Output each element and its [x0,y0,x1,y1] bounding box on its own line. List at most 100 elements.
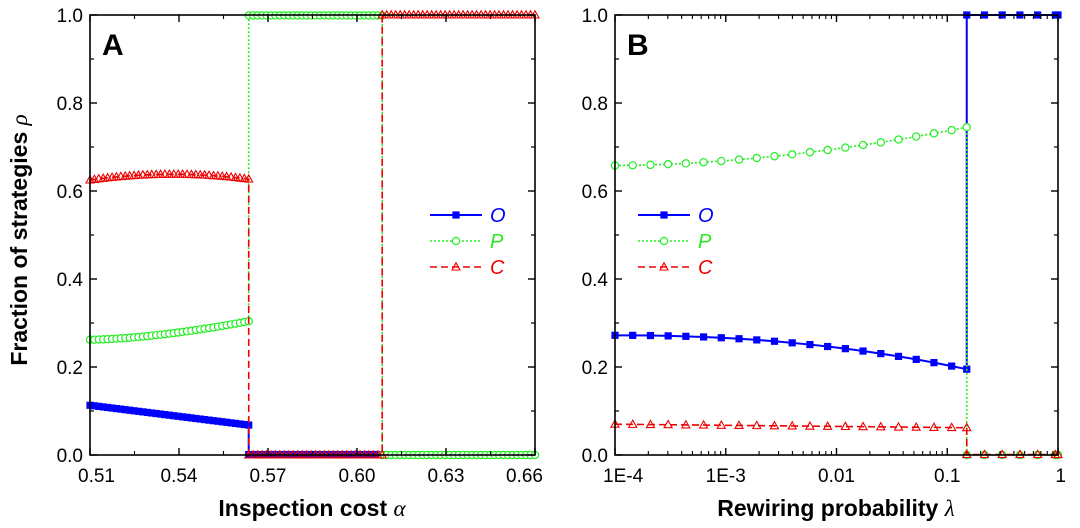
data-point-C [1014,449,1025,459]
data-point-C [1053,449,1063,459]
x-tick-label: 0.1 [934,466,960,487]
data-point-C [875,421,886,431]
data-point-P [962,122,971,132]
series-line-O [614,14,1058,371]
data-point-C [239,173,250,183]
panel-b-chart: 0.0 0.2 0.4 0.6 0.8 1.0 1E-4 1E-3 0.01 0.1 1 B Rew… [582,6,1066,521]
data-point-C [751,420,762,430]
data-point-C [698,419,709,429]
x-tick-label: 0.60 [339,466,376,487]
data-point-C [234,172,245,182]
y-tick-label: 0.4 [582,270,609,291]
data-point-C [893,421,904,431]
data-point-O [629,331,637,339]
legend-marker-O [660,211,668,219]
series-line-C [89,14,535,456]
y-tick-label: 0.8 [57,94,83,115]
legend-marker-P [451,236,461,246]
panel-b-marks [610,11,1063,460]
y-tick-label: 0.6 [582,182,608,203]
y-tick-label: 0.8 [582,94,608,115]
legend-label-P: P [490,231,504,253]
data-point-P [841,143,850,152]
series-P [85,11,540,460]
data-point-C [716,419,727,429]
data-point-P [947,125,956,135]
y-tick-label: 0.2 [582,358,608,379]
y-tick-label: 0.2 [57,358,83,379]
data-point-P [876,138,886,147]
data-point-O [646,331,655,340]
data-point-P [770,152,779,161]
y-tick-label: 0.0 [582,446,608,467]
data-point-C [734,420,744,429]
panel-a-ticks: 0.0 0.2 0.4 0.6 0.8 1.0 0.51 0.54 0.57 0.60 0.63 0.… [57,6,543,487]
data-point-C [822,420,833,430]
data-point-O [930,359,938,367]
data-point-O [735,335,743,343]
data-point-P [663,160,673,169]
x-tick-label: 0.01 [818,466,855,487]
series-O [611,11,1062,373]
data-point-C [929,422,939,431]
data-point-O [700,333,708,341]
panel-a-frame [89,14,536,456]
data-point-O [824,342,832,351]
data-point-P [929,129,939,138]
data-point-O [770,337,779,345]
legend-marker-C [659,261,669,271]
x-tick-label: 0.66 [506,466,543,487]
legend-marker-P [659,236,669,246]
legend-marker-O [452,211,460,219]
panel-b-frame [614,14,1059,456]
data-point-O [841,345,849,353]
panel-a-label: A [102,29,124,62]
legend-marker-C [451,261,461,271]
y-tick-label: 0.6 [57,182,83,203]
panel-b-legend: OPC [638,205,714,279]
data-point-P [734,155,744,164]
data-point-O [894,352,903,361]
x-tick-label: 1E-4 [603,466,644,487]
data-point-P [912,132,921,141]
data-point-C [840,421,851,431]
panel-b-label: B [627,29,649,62]
data-point-C [961,449,972,459]
series-P [610,122,1063,460]
data-point-C [979,449,990,459]
data-point-C [804,420,815,430]
data-point-C [230,172,241,182]
panel-b-ticks: 0.0 0.2 0.4 0.6 0.8 1.0 1E-4 1E-3 0.01 0.1 1 [582,6,1066,487]
data-point-C [787,420,798,430]
data-point-C [911,421,922,431]
legend-label-C: C [698,257,713,279]
data-point-O [859,347,867,355]
data-point-P [805,148,815,157]
data-point-C [645,419,656,429]
y-tick-label: 1.0 [57,6,83,27]
y-tick-label: 1.0 [582,6,608,27]
data-point-O [912,355,920,364]
data-point-C [663,419,674,429]
x-tick-label: 0.63 [428,466,465,487]
panel-b-x-axis-label: Rewiring probability λ [717,495,954,521]
data-point-O [806,340,814,349]
series-C [85,9,540,459]
panel-a-chart: 0.0 0.2 0.4 0.6 0.8 1.0 0.51 0.54 0.57 0.60 0.63 0.… [57,6,543,521]
data-point-C [243,173,254,183]
legend-label-C: C [490,257,505,279]
data-point-O [717,334,725,342]
data-point-P [823,145,832,155]
data-point-P [894,135,903,144]
data-point-O [664,332,672,340]
panel-a-marks [85,9,540,460]
y-tick-label: 0.4 [57,270,84,291]
y-axis-label: Fraction of strategies ρ [6,114,32,365]
series-line-P [89,14,535,456]
x-tick-label: 0.54 [161,466,198,487]
data-point-P [628,161,637,170]
data-point-O [948,362,956,370]
data-point-P [699,158,708,167]
data-point-C [769,420,780,430]
